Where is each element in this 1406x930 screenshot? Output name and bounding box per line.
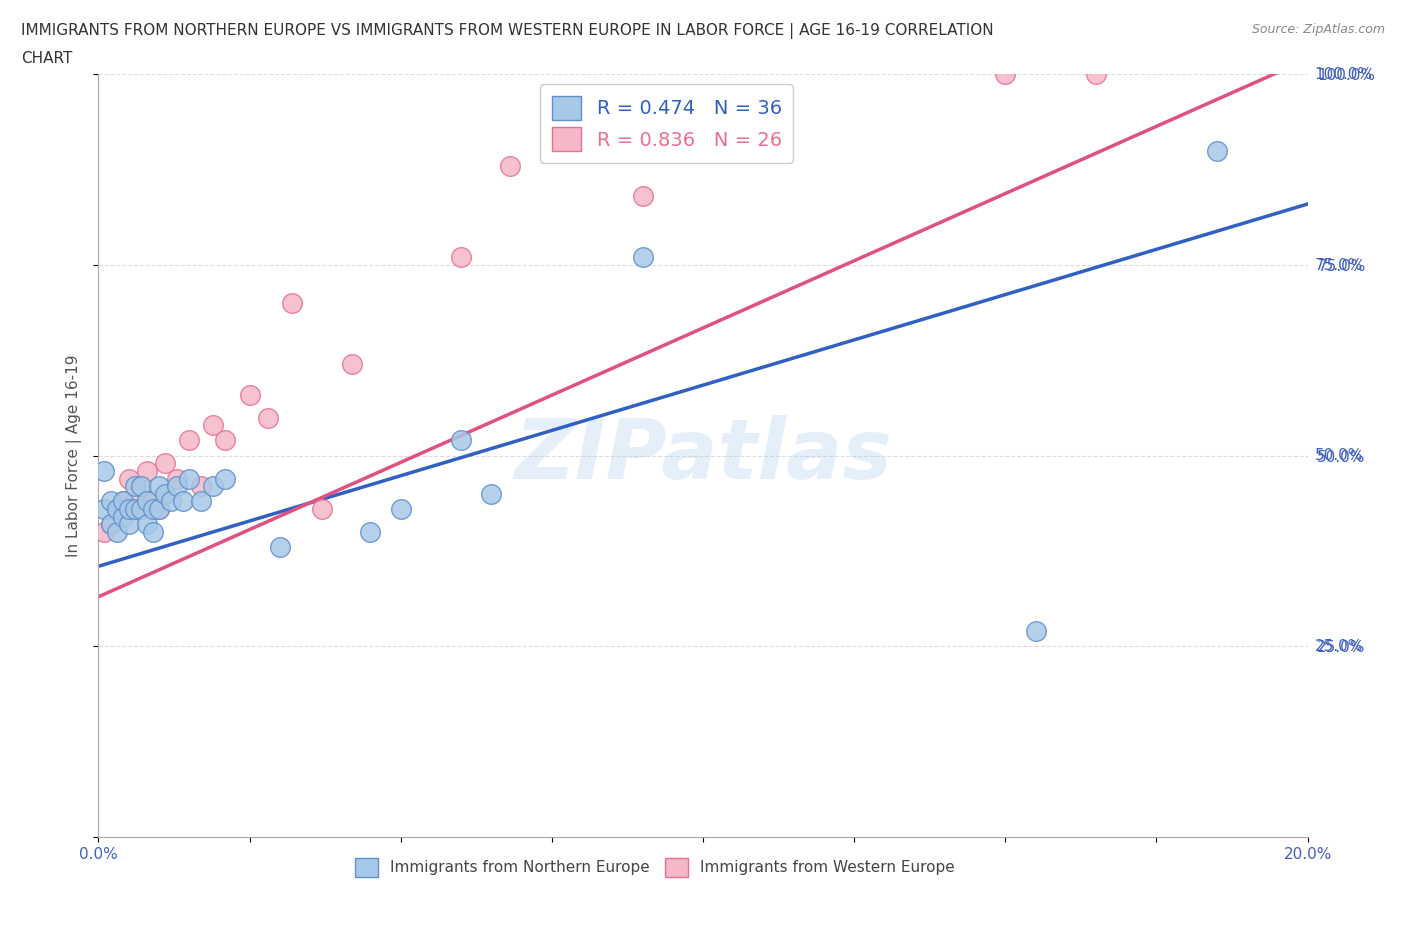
Point: [142, 501, 165, 516]
Point: [135, 494, 157, 509]
Point: [142, 525, 165, 539]
Point: [360, 525, 382, 539]
Point: [311, 501, 333, 516]
Point: [111, 494, 134, 509]
Point: [450, 250, 472, 265]
Point: [1206, 143, 1229, 158]
Point: [190, 479, 212, 494]
Point: [148, 479, 170, 494]
Text: 50.0%: 50.0%: [1315, 448, 1362, 463]
Point: [153, 456, 176, 471]
Text: IMMIGRANTS FROM NORTHERN EUROPE VS IMMIGRANTS FROM WESTERN EUROPE IN LABOR FORCE: IMMIGRANTS FROM NORTHERN EUROPE VS IMMIG…: [21, 23, 994, 39]
Point: [202, 418, 225, 432]
Point: [190, 494, 212, 509]
Point: [129, 501, 152, 516]
Point: [111, 510, 134, 525]
Text: CHART: CHART: [21, 51, 73, 66]
Point: [129, 479, 152, 494]
Y-axis label: In Labor Force | Age 16-19: In Labor Force | Age 16-19: [66, 354, 83, 557]
Point: [118, 472, 141, 486]
Point: [214, 433, 236, 448]
Point: [281, 296, 304, 311]
Point: [124, 494, 146, 509]
Point: [135, 463, 157, 478]
Point: [389, 501, 412, 516]
Point: [100, 517, 122, 532]
Point: [481, 486, 503, 501]
Point: [994, 67, 1017, 82]
Text: 25.0%: 25.0%: [1315, 639, 1362, 654]
Point: [124, 479, 146, 494]
Point: [631, 250, 654, 265]
Point: [142, 494, 165, 509]
Point: [166, 472, 188, 486]
Point: [1024, 624, 1046, 639]
Point: [135, 517, 157, 532]
Point: [1085, 67, 1108, 82]
Point: [118, 517, 141, 532]
Point: [498, 158, 520, 173]
Point: [105, 501, 128, 516]
Point: [129, 479, 152, 494]
Point: [148, 501, 170, 516]
Point: [100, 494, 122, 509]
Point: [631, 189, 654, 204]
Legend: Immigrants from Northern Europe, Immigrants from Western Europe: Immigrants from Northern Europe, Immigra…: [349, 852, 960, 883]
Point: [239, 387, 262, 402]
Point: [450, 433, 472, 448]
Text: 75.0%: 75.0%: [1315, 258, 1362, 272]
Point: [256, 410, 278, 425]
Point: [111, 494, 134, 509]
Point: [100, 517, 122, 532]
Point: [153, 486, 176, 501]
Point: [342, 357, 364, 372]
Point: [105, 525, 128, 539]
Text: Source: ZipAtlas.com: Source: ZipAtlas.com: [1251, 23, 1385, 36]
Point: [93, 525, 115, 539]
Point: [172, 494, 194, 509]
Point: [269, 539, 291, 554]
Point: [179, 472, 201, 486]
Text: 100.0%: 100.0%: [1315, 67, 1372, 82]
Point: [124, 501, 146, 516]
Point: [93, 463, 115, 478]
Point: [202, 479, 225, 494]
Point: [214, 472, 236, 486]
Point: [93, 501, 115, 516]
Point: [118, 501, 141, 516]
Point: [179, 433, 201, 448]
Point: [148, 501, 170, 516]
Point: [166, 479, 188, 494]
Point: [160, 494, 183, 509]
Point: [105, 501, 128, 516]
Text: ZIPatlas: ZIPatlas: [515, 415, 891, 497]
